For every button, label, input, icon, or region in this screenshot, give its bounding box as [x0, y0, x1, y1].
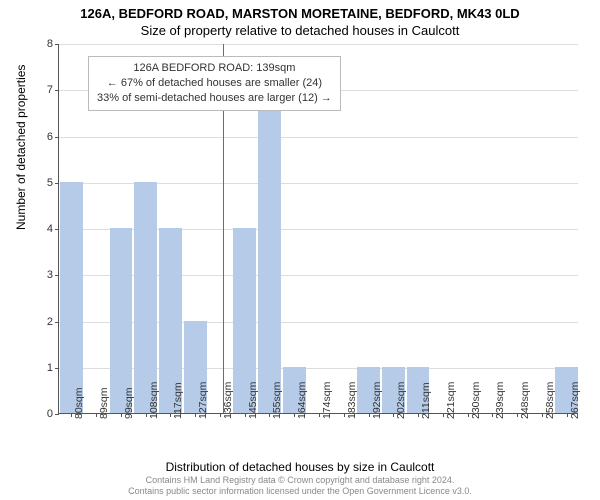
xtick-label: 230sqm	[470, 382, 482, 419]
xtick-label: 221sqm	[445, 382, 457, 419]
ytick-label: 1	[47, 362, 59, 374]
ytick-label: 6	[47, 131, 59, 143]
xtick-mark	[443, 413, 444, 417]
xtick-mark	[468, 413, 469, 417]
xtick-label: 183sqm	[346, 382, 358, 419]
page-title-line2: Size of property relative to detached ho…	[0, 21, 600, 38]
xtick-mark	[517, 413, 518, 417]
ytick-label: 4	[47, 223, 59, 235]
xtick-label: 80sqm	[73, 387, 85, 419]
ytick-label: 2	[47, 316, 59, 328]
annotation-box: 126A BEDFORD ROAD: 139sqm← 67% of detach…	[88, 56, 341, 111]
footer-line2: Contains public sector information licen…	[0, 486, 600, 498]
bar	[258, 89, 281, 413]
xtick-label: 239sqm	[494, 382, 506, 419]
xtick-mark	[146, 413, 147, 417]
xtick-mark	[344, 413, 345, 417]
xtick-mark	[220, 413, 221, 417]
xtick-label: 127sqm	[197, 382, 209, 419]
xtick-label: 248sqm	[519, 382, 531, 419]
ytick-label: 8	[47, 38, 59, 50]
xtick-label: 202sqm	[395, 382, 407, 419]
bar	[110, 228, 133, 413]
gridline	[59, 44, 578, 45]
y-axis-label: Number of detached properties	[14, 65, 28, 230]
xtick-mark	[245, 413, 246, 417]
xtick-label: 89sqm	[98, 387, 110, 419]
xtick-label: 258sqm	[544, 382, 556, 419]
xtick-mark	[121, 413, 122, 417]
xtick-mark	[96, 413, 97, 417]
xtick-label: 99sqm	[123, 387, 135, 419]
annotation-line: 126A BEDFORD ROAD: 139sqm	[97, 61, 332, 76]
xtick-label: 117sqm	[172, 382, 184, 419]
gridline	[59, 137, 578, 138]
annotation-line: 33% of semi-detached houses are larger (…	[97, 91, 332, 106]
xtick-mark	[319, 413, 320, 417]
ytick-label: 3	[47, 269, 59, 281]
ytick-label: 0	[47, 408, 59, 420]
annotation-line: ← 67% of detached houses are smaller (24…	[97, 76, 332, 91]
footer-line1: Contains HM Land Registry data © Crown c…	[0, 475, 600, 487]
bar	[134, 182, 157, 413]
xtick-mark	[369, 413, 370, 417]
xtick-label: 211sqm	[420, 382, 432, 419]
xtick-label: 192sqm	[371, 382, 383, 419]
xtick-mark	[542, 413, 543, 417]
bar	[60, 182, 83, 413]
histogram-chart: 01234567880sqm89sqm99sqm108sqm117sqm127s…	[58, 44, 578, 414]
footer-attribution: Contains HM Land Registry data © Crown c…	[0, 475, 600, 498]
ytick-label: 5	[47, 177, 59, 189]
xtick-label: 145sqm	[247, 382, 259, 419]
x-axis-label: Distribution of detached houses by size …	[0, 460, 600, 474]
page-title-line1: 126A, BEDFORD ROAD, MARSTON MORETAINE, B…	[0, 0, 600, 21]
xtick-label: 155sqm	[271, 382, 283, 419]
xtick-label: 174sqm	[321, 382, 333, 419]
xtick-mark	[567, 413, 568, 417]
ytick-label: 7	[47, 84, 59, 96]
xtick-label: 108sqm	[148, 382, 160, 419]
xtick-mark	[418, 413, 419, 417]
xtick-label: 164sqm	[296, 382, 308, 419]
xtick-label: 267sqm	[569, 382, 581, 419]
